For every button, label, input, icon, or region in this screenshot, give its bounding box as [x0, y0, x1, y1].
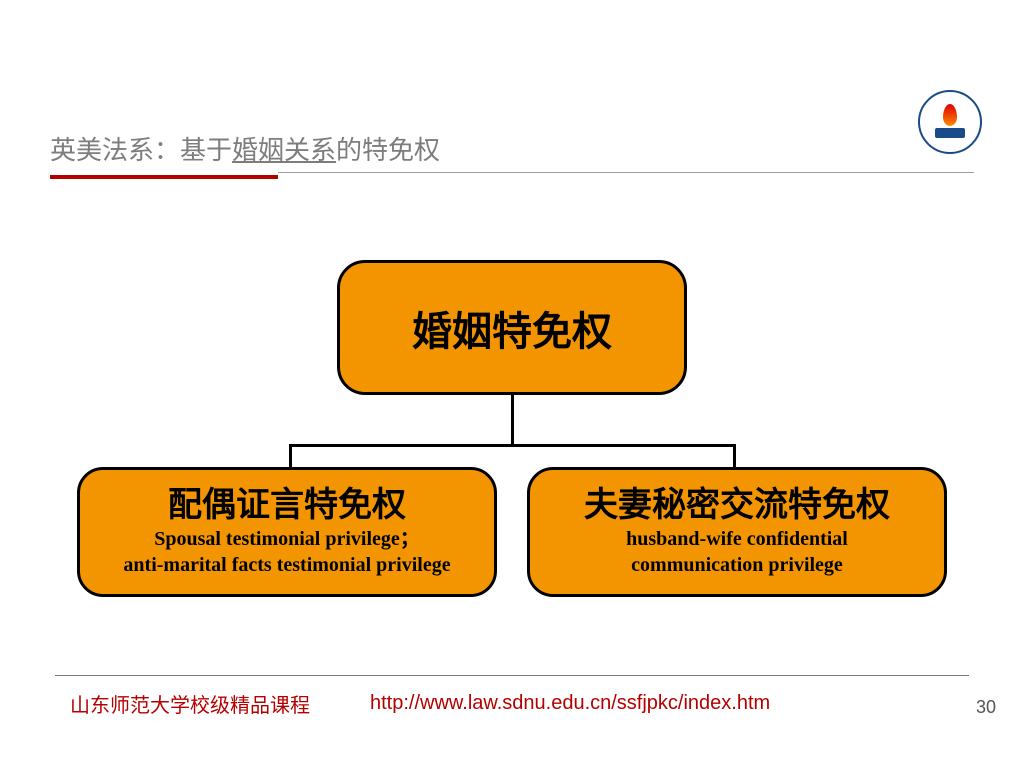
hierarchy-diagram: 婚姻特免权 配偶证言特免权 Spousal testimonial privil… [70, 260, 954, 597]
child-left-sub2: anti-marital facts testimonial privilege [123, 553, 450, 577]
child-node-left: 配偶证言特免权 Spousal testimonial privilege； a… [77, 467, 497, 597]
slide-footer: 山东师范大学校级精品课程 http://www.law.sdnu.edu.cn/… [70, 689, 969, 718]
connector-stem [511, 395, 514, 444]
child-right-title: 夫妻秘密交流特免权 [584, 487, 890, 524]
footer-org-text: 山东师范大学校级精品课程 [70, 689, 310, 718]
header-red-line [50, 175, 278, 179]
root-node: 婚姻特免权 [337, 260, 687, 395]
slide-title: 英美法系：基于婚姻关系的特免权 [50, 130, 974, 167]
root-node-title: 婚姻特免权 [412, 299, 612, 357]
title-suffix: 的特免权 [336, 135, 440, 165]
title-underline: 婚姻关系 [232, 135, 336, 165]
connector-drop-left [289, 444, 292, 467]
slide-header: 英美法系：基于婚姻关系的特免权 [50, 130, 974, 179]
header-gray-line [278, 172, 974, 173]
child-node-right: 夫妻秘密交流特免权 husband-wife confidential comm… [527, 467, 947, 597]
child-right-sub2: communication privilege [631, 553, 843, 577]
child-left-title: 配偶证言特免权 [168, 487, 406, 524]
page-number: 30 [976, 697, 996, 718]
connector-drop-right [733, 444, 736, 467]
footer-url-text: http://www.law.sdnu.edu.cn/ssfjpkc/index… [370, 692, 770, 715]
connector-bar [289, 444, 736, 447]
footer-divider [55, 675, 969, 676]
child-left-sub1: Spousal testimonial privilege； [154, 527, 420, 551]
child-right-sub1: husband-wife confidential [626, 527, 848, 551]
title-prefix: 英美法系：基于 [50, 135, 232, 165]
child-row: 配偶证言特免权 Spousal testimonial privilege； a… [70, 467, 954, 597]
